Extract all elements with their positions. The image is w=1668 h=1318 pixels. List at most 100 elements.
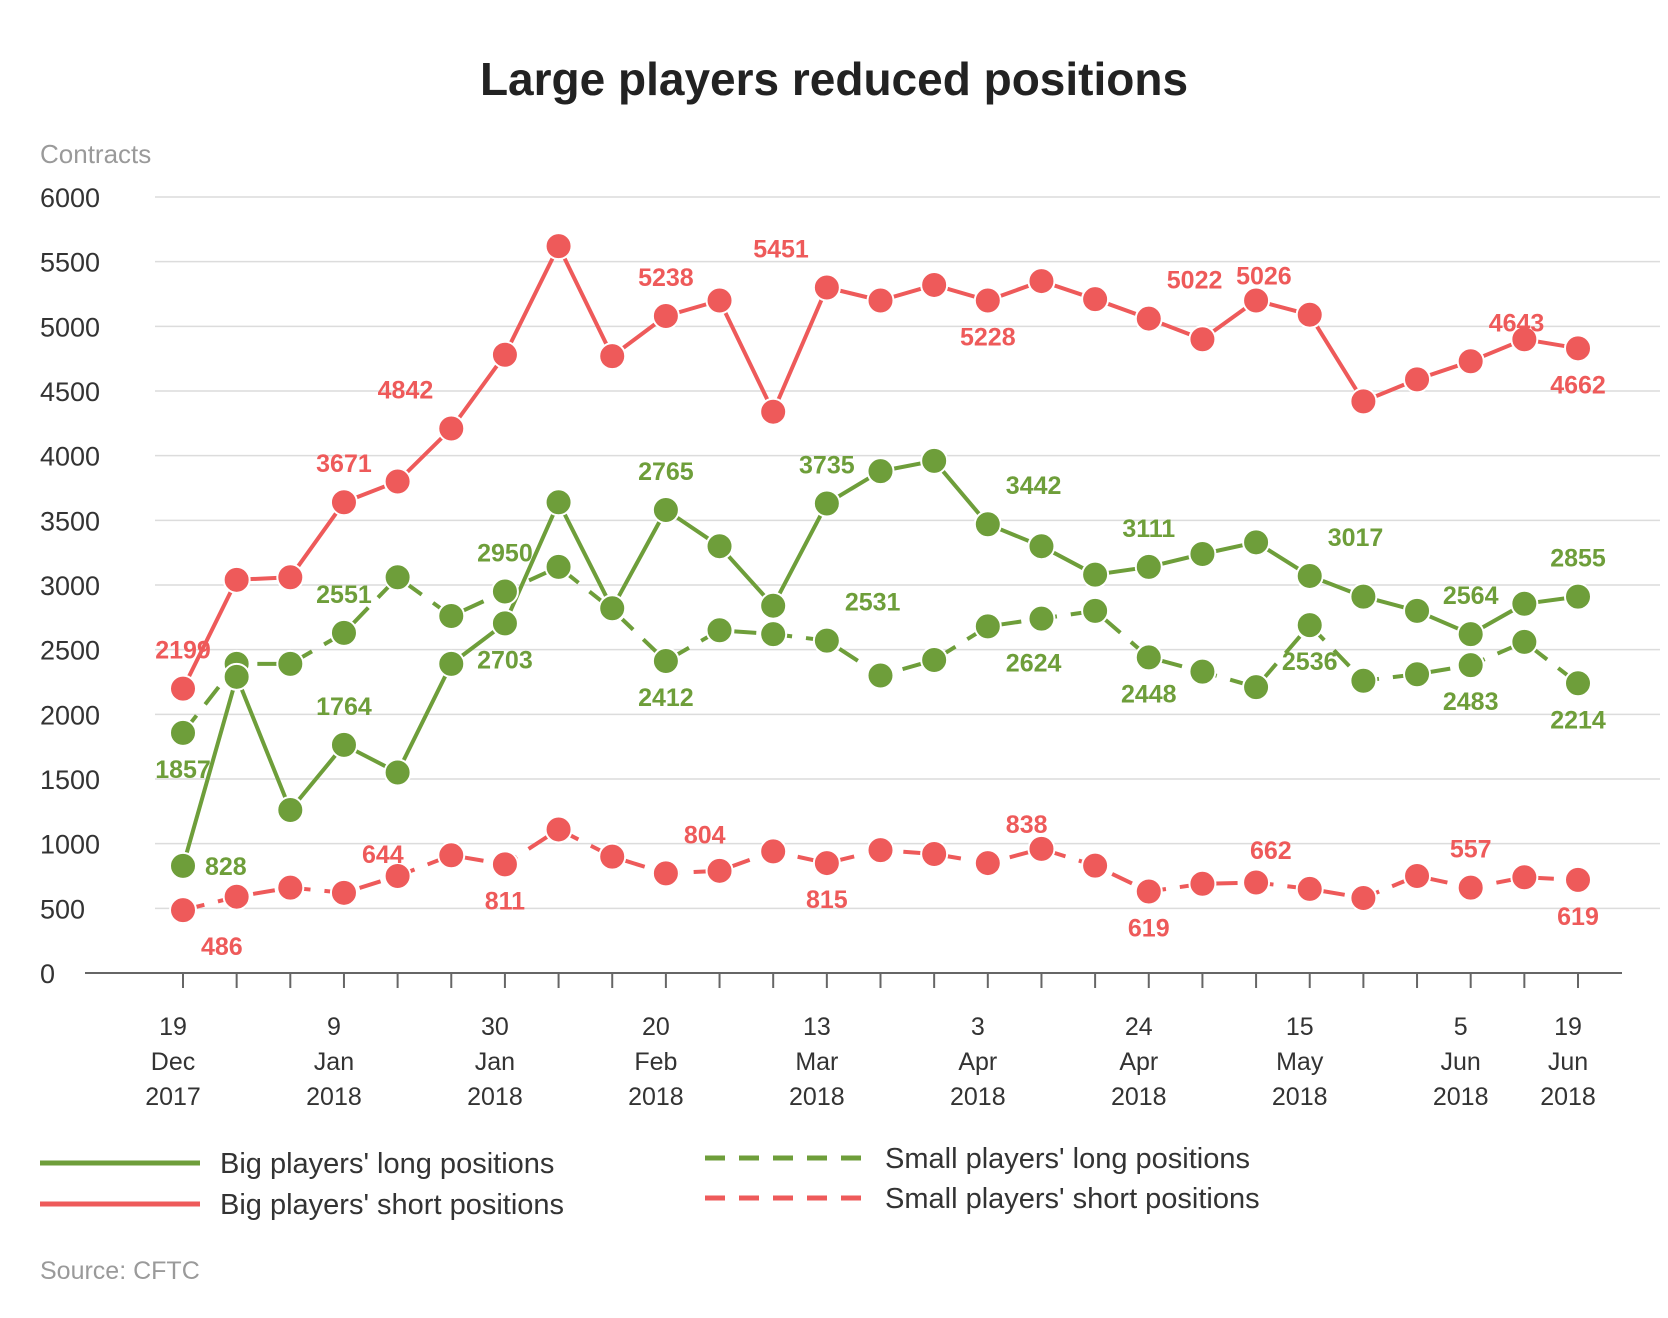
data-point [490, 340, 519, 369]
data-point [1134, 304, 1163, 333]
data-point [1456, 873, 1485, 902]
source-note: Source: CFTC [40, 1257, 200, 1285]
y-axis-label: Contracts [40, 139, 151, 169]
data-point [383, 758, 412, 787]
data-point [1188, 657, 1217, 686]
data-point [276, 796, 305, 825]
data-point [705, 616, 734, 645]
data-label: 3017 [1328, 524, 1384, 552]
y-tick-label: 3000 [40, 571, 100, 601]
data-point [705, 286, 734, 315]
data-point [1564, 865, 1592, 894]
x-tick-label: 24 [1125, 1013, 1153, 1041]
data-point [276, 873, 305, 902]
data-label: 4643 [1489, 309, 1545, 337]
x-tick-label: 2018 [306, 1083, 362, 1111]
data-label: 2855 [1550, 545, 1606, 573]
data-point [1403, 660, 1432, 689]
legend-label: Big players' short positions [220, 1189, 564, 1221]
data-point [1242, 868, 1271, 897]
y-tick-label: 3500 [40, 506, 100, 536]
data-point [1295, 561, 1324, 590]
data-point [973, 510, 1002, 539]
data-point [437, 414, 466, 443]
data-label: 2199 [155, 637, 211, 665]
data-point [1295, 874, 1324, 903]
data-point [1510, 863, 1539, 892]
data-label: 4662 [1550, 371, 1606, 399]
data-point [973, 612, 1002, 641]
x-tick-label: 19 [1554, 1013, 1582, 1041]
data-point [329, 730, 358, 759]
data-point [1188, 539, 1217, 568]
data-point [651, 647, 680, 676]
data-point [1403, 596, 1432, 625]
data-point [329, 878, 358, 907]
data-label: 815 [806, 886, 848, 914]
data-point [383, 467, 412, 496]
data-point [1134, 643, 1163, 672]
data-point [329, 488, 358, 517]
data-point [1403, 365, 1432, 394]
data-point [1403, 862, 1432, 890]
data-label: 5022 [1167, 267, 1223, 295]
data-point [1349, 582, 1378, 611]
y-tick-label: 1500 [40, 765, 100, 795]
data-point [1188, 325, 1217, 354]
data-point [598, 594, 627, 623]
data-label: 662 [1250, 837, 1292, 865]
data-point [651, 859, 680, 888]
data-label: 2448 [1121, 680, 1177, 708]
chart-title: Large players reduced positions [480, 53, 1188, 105]
y-tick-label: 6000 [40, 183, 100, 213]
data-point [544, 815, 573, 844]
y-tick-label: 4000 [40, 442, 100, 472]
x-tick-label: Jan [475, 1048, 515, 1076]
data-label: 2214 [1550, 706, 1606, 734]
data-point [920, 646, 949, 675]
data-point [973, 286, 1002, 315]
data-label: 3735 [799, 452, 855, 480]
data-point [437, 602, 466, 631]
data-label: 5451 [753, 236, 809, 264]
data-label: 1857 [155, 756, 211, 784]
data-label: 2483 [1443, 688, 1499, 716]
data-point [276, 649, 305, 678]
data-point [866, 457, 895, 486]
y-tick-label: 2500 [40, 636, 100, 666]
x-tick-label: Apr [958, 1048, 997, 1076]
data-point [169, 896, 197, 925]
data-point [920, 446, 949, 475]
x-tick-label: 2018 [950, 1083, 1006, 1111]
x-tick-label: Feb [634, 1048, 677, 1076]
data-point [1510, 589, 1539, 618]
data-point [1188, 869, 1217, 898]
data-point [1564, 334, 1592, 363]
data-point [1081, 851, 1110, 880]
x-tick-label: 30 [481, 1013, 509, 1041]
data-point [437, 841, 466, 870]
data-label: 3671 [316, 450, 372, 478]
x-tick-label: Dec [151, 1048, 195, 1076]
y-tick-label: 4500 [40, 377, 100, 407]
data-point [1027, 604, 1056, 633]
data-point [383, 563, 412, 592]
data-label: 2412 [638, 684, 694, 712]
data-point [759, 620, 788, 649]
x-tick-label: 2018 [1540, 1083, 1596, 1111]
x-tick-label: 5 [1454, 1013, 1468, 1041]
data-point [1134, 552, 1163, 581]
data-point [544, 552, 573, 581]
y-tick-label: 1000 [40, 830, 100, 860]
data-point [329, 618, 358, 647]
data-point [222, 882, 251, 911]
data-point [222, 565, 251, 594]
data-label: 2765 [638, 458, 694, 486]
data-label: 4842 [378, 377, 434, 405]
data-point [1242, 528, 1271, 557]
data-point [705, 532, 734, 561]
data-point [1027, 267, 1056, 296]
x-tick-label: Jan [314, 1048, 354, 1076]
data-point [759, 837, 788, 866]
